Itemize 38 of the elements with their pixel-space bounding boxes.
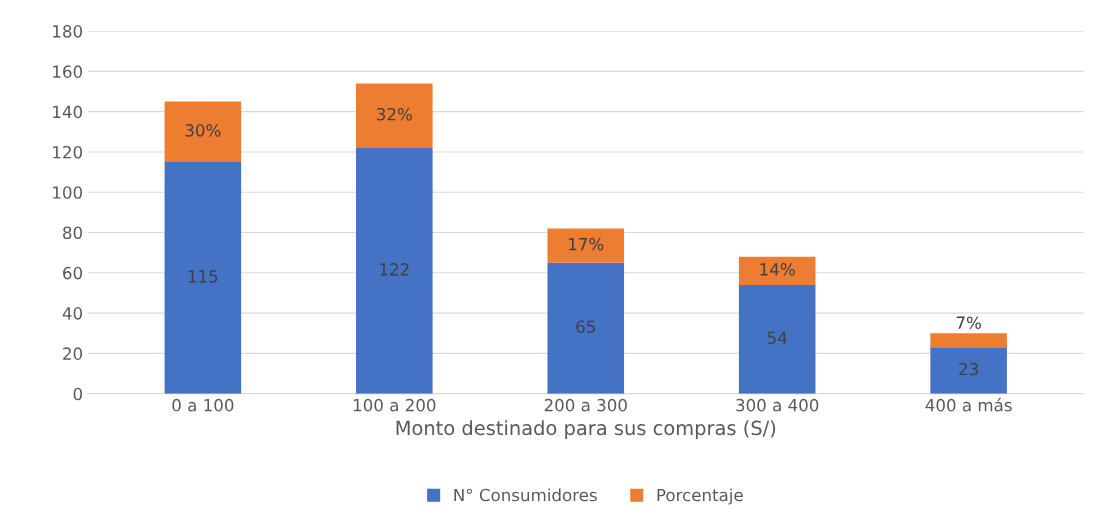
bar: [738, 284, 816, 394]
bar: [547, 228, 625, 263]
x-tick-label: 300 a 400: [736, 398, 819, 412]
bar: [930, 333, 1007, 348]
bar: [164, 101, 242, 163]
bar: [356, 147, 433, 394]
bar: [930, 347, 1007, 394]
y-tick-label: 120: [53, 145, 83, 159]
data-label: 115: [188, 270, 218, 283]
x-axis-title: Monto destinado para sus compras (S/): [396, 420, 776, 440]
x-tick-label: 100 a 200: [353, 398, 436, 412]
data-label: 122: [380, 263, 409, 276]
x-tick-label: 200 a 300: [544, 398, 627, 412]
x-tick-label: 0 a 100: [172, 398, 234, 412]
y-tick-label: 60: [63, 266, 83, 280]
data-label: 7%: [956, 316, 981, 330]
legend-label: Porcentaje: [657, 488, 743, 505]
bar: [164, 162, 242, 394]
y-tick-label: 80: [63, 226, 83, 240]
bar: [547, 262, 625, 394]
data-label: 54: [767, 331, 787, 345]
data-label: 32%: [377, 107, 412, 121]
y-tick-label: 40: [62, 307, 83, 320]
y-tick-label: 140: [53, 105, 83, 119]
bar: [356, 83, 433, 148]
y-tick-label: 0: [73, 387, 83, 401]
bar: [738, 256, 816, 285]
data-label: 30%: [185, 124, 221, 137]
y-tick-label: 160: [53, 65, 83, 78]
data-label: 14%: [760, 263, 795, 276]
y-tick-label: 20: [63, 347, 83, 360]
x-tick-label: 400 a más: [925, 397, 1012, 412]
y-tick-label: 180: [53, 25, 83, 38]
data-label: 23: [959, 362, 978, 376]
legend-label: N° Consumidores: [454, 488, 597, 502]
y-tick-label: 100: [53, 186, 83, 199]
data-label: 65: [576, 320, 595, 334]
data-label: 17%: [569, 237, 604, 251]
